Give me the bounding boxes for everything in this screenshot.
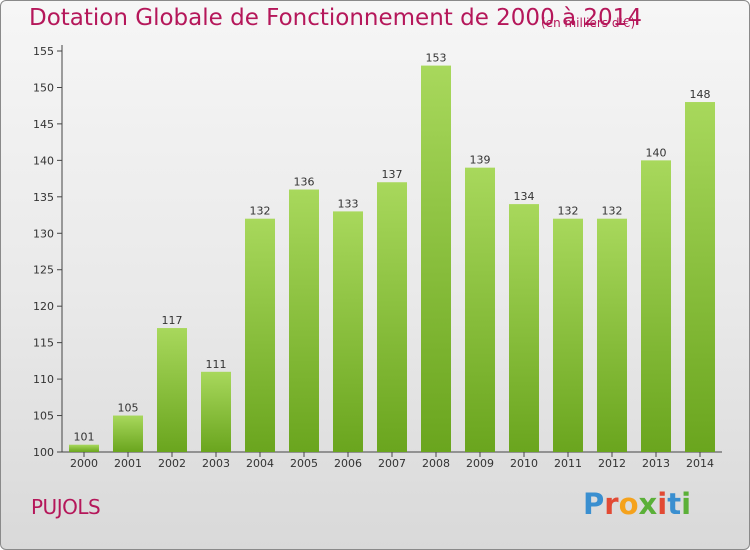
- data-label: 117: [162, 314, 183, 327]
- data-label: 105: [118, 402, 139, 415]
- data-label: 153: [426, 52, 447, 65]
- bar: [597, 218, 627, 452]
- chart-subtitle: (en milliers d'€): [541, 16, 636, 30]
- data-label: 133: [338, 197, 359, 210]
- data-label: 111: [206, 358, 227, 371]
- data-label: 148: [690, 88, 711, 101]
- chart-title: Dotation Globale de Fonctionnement de 20…: [29, 5, 642, 31]
- x-tick-label: 2013: [642, 457, 670, 470]
- bar: [641, 160, 671, 452]
- x-tick-label: 2014: [686, 457, 714, 470]
- y-tick-label: 125: [33, 264, 54, 277]
- data-label: 134: [514, 190, 535, 203]
- bar: [245, 218, 275, 452]
- x-tick-label: 2009: [466, 457, 494, 470]
- x-tick-label: 2012: [598, 457, 626, 470]
- y-tick-label: 140: [33, 154, 54, 167]
- bars: [69, 65, 715, 452]
- logo-letter: i: [657, 487, 668, 521]
- logo-letter: r: [604, 487, 619, 521]
- x-axis: 2000 2001 2002 2003 2004 2005 2006 2007 2008 2009…: [62, 451, 722, 470]
- data-label: 132: [558, 205, 579, 218]
- data-label: 132: [602, 205, 623, 218]
- logo-letter: o: [618, 487, 639, 521]
- bar: [289, 189, 319, 452]
- y-tick-label: 145: [33, 118, 54, 131]
- logo-letter: i: [681, 487, 692, 521]
- x-tick-label: 2000: [70, 457, 98, 470]
- y-tick-label: 100: [33, 446, 54, 459]
- bar: [377, 182, 407, 452]
- bar: [69, 444, 99, 452]
- proxiti-logo: Proxiti: [583, 487, 691, 521]
- bar: [465, 167, 495, 452]
- data-labels: 101 105 117 111 132 136 133 137 153 139 134 132 132 1…: [74, 52, 711, 444]
- x-tick-label: 2008: [422, 457, 450, 470]
- x-tick-label: 2010: [510, 457, 538, 470]
- y-tick-label: 135: [33, 191, 54, 204]
- x-tick-label: 2003: [202, 457, 230, 470]
- x-tick-label: 2005: [290, 457, 318, 470]
- bar: [509, 204, 539, 452]
- bar: [201, 371, 231, 452]
- y-tick-label: 130: [33, 227, 54, 240]
- logo-letter: x: [638, 487, 658, 521]
- logo-letter: P: [583, 487, 605, 521]
- y-tick-label: 150: [33, 81, 54, 94]
- x-tick-label: 2002: [158, 457, 186, 470]
- data-label: 132: [250, 205, 271, 218]
- x-tick-label: 2007: [378, 457, 406, 470]
- x-tick-label: 2011: [554, 457, 582, 470]
- y-tick-label: 120: [33, 300, 54, 313]
- y-tick-label: 105: [33, 410, 54, 423]
- bar: [421, 65, 451, 452]
- data-label: 136: [294, 176, 315, 189]
- y-axis: 100 105 110 115 120 125 130 135 140 145 150 155: [33, 45, 63, 459]
- logo-letter: t: [667, 487, 682, 521]
- y-tick-label: 110: [33, 373, 54, 386]
- x-tick-label: 2006: [334, 457, 362, 470]
- bar: [157, 328, 187, 452]
- data-label: 137: [382, 168, 403, 181]
- y-tick-label: 115: [33, 337, 54, 350]
- y-tick-label: 155: [33, 45, 54, 58]
- bar: [553, 218, 583, 452]
- data-label: 139: [470, 154, 491, 167]
- x-tick-label: 2001: [114, 457, 142, 470]
- bar: [113, 415, 143, 452]
- bar: [685, 102, 715, 452]
- commune-name: PUJOLS: [31, 495, 101, 519]
- data-label: 101: [74, 431, 95, 444]
- x-tick-label: 2004: [246, 457, 274, 470]
- bar: [333, 211, 363, 452]
- data-label: 140: [646, 146, 667, 159]
